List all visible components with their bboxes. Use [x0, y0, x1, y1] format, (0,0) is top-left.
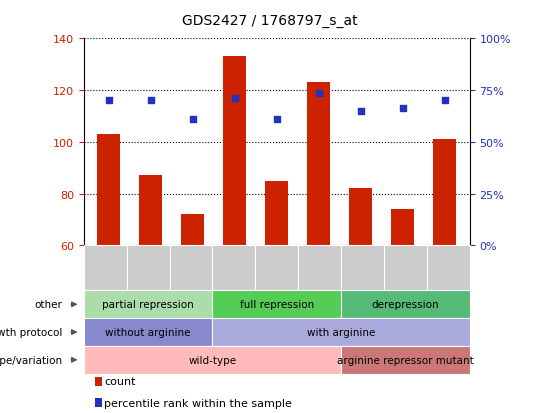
- Text: without arginine: without arginine: [105, 327, 191, 337]
- Bar: [265, 181, 288, 246]
- Text: with arginine: with arginine: [307, 327, 375, 337]
- Text: growth protocol: growth protocol: [0, 327, 62, 337]
- Text: partial repression: partial repression: [102, 299, 194, 310]
- Text: full repression: full repression: [240, 299, 314, 310]
- Text: genotype/variation: genotype/variation: [0, 355, 62, 365]
- Text: count: count: [104, 376, 136, 386]
- Point: [231, 95, 239, 102]
- Bar: [349, 189, 372, 246]
- Text: wild-type: wild-type: [188, 355, 237, 365]
- Bar: [181, 215, 204, 246]
- Point: [188, 116, 197, 123]
- Bar: [433, 140, 456, 246]
- Point: [105, 98, 113, 104]
- Bar: [223, 57, 246, 246]
- Bar: [139, 176, 163, 246]
- Point: [399, 106, 407, 112]
- Bar: [391, 209, 414, 246]
- Bar: [307, 83, 330, 246]
- Point: [273, 116, 281, 123]
- Point: [314, 90, 323, 97]
- Text: percentile rank within the sample: percentile rank within the sample: [104, 398, 292, 408]
- Text: arginine repressor mutant: arginine repressor mutant: [337, 355, 474, 365]
- Text: GDS2427 / 1768797_s_at: GDS2427 / 1768797_s_at: [182, 14, 358, 28]
- Bar: [97, 135, 120, 246]
- Point: [440, 98, 449, 104]
- Text: other: other: [34, 299, 62, 310]
- Point: [146, 98, 155, 104]
- Point: [356, 108, 365, 115]
- Text: derepression: derepression: [372, 299, 439, 310]
